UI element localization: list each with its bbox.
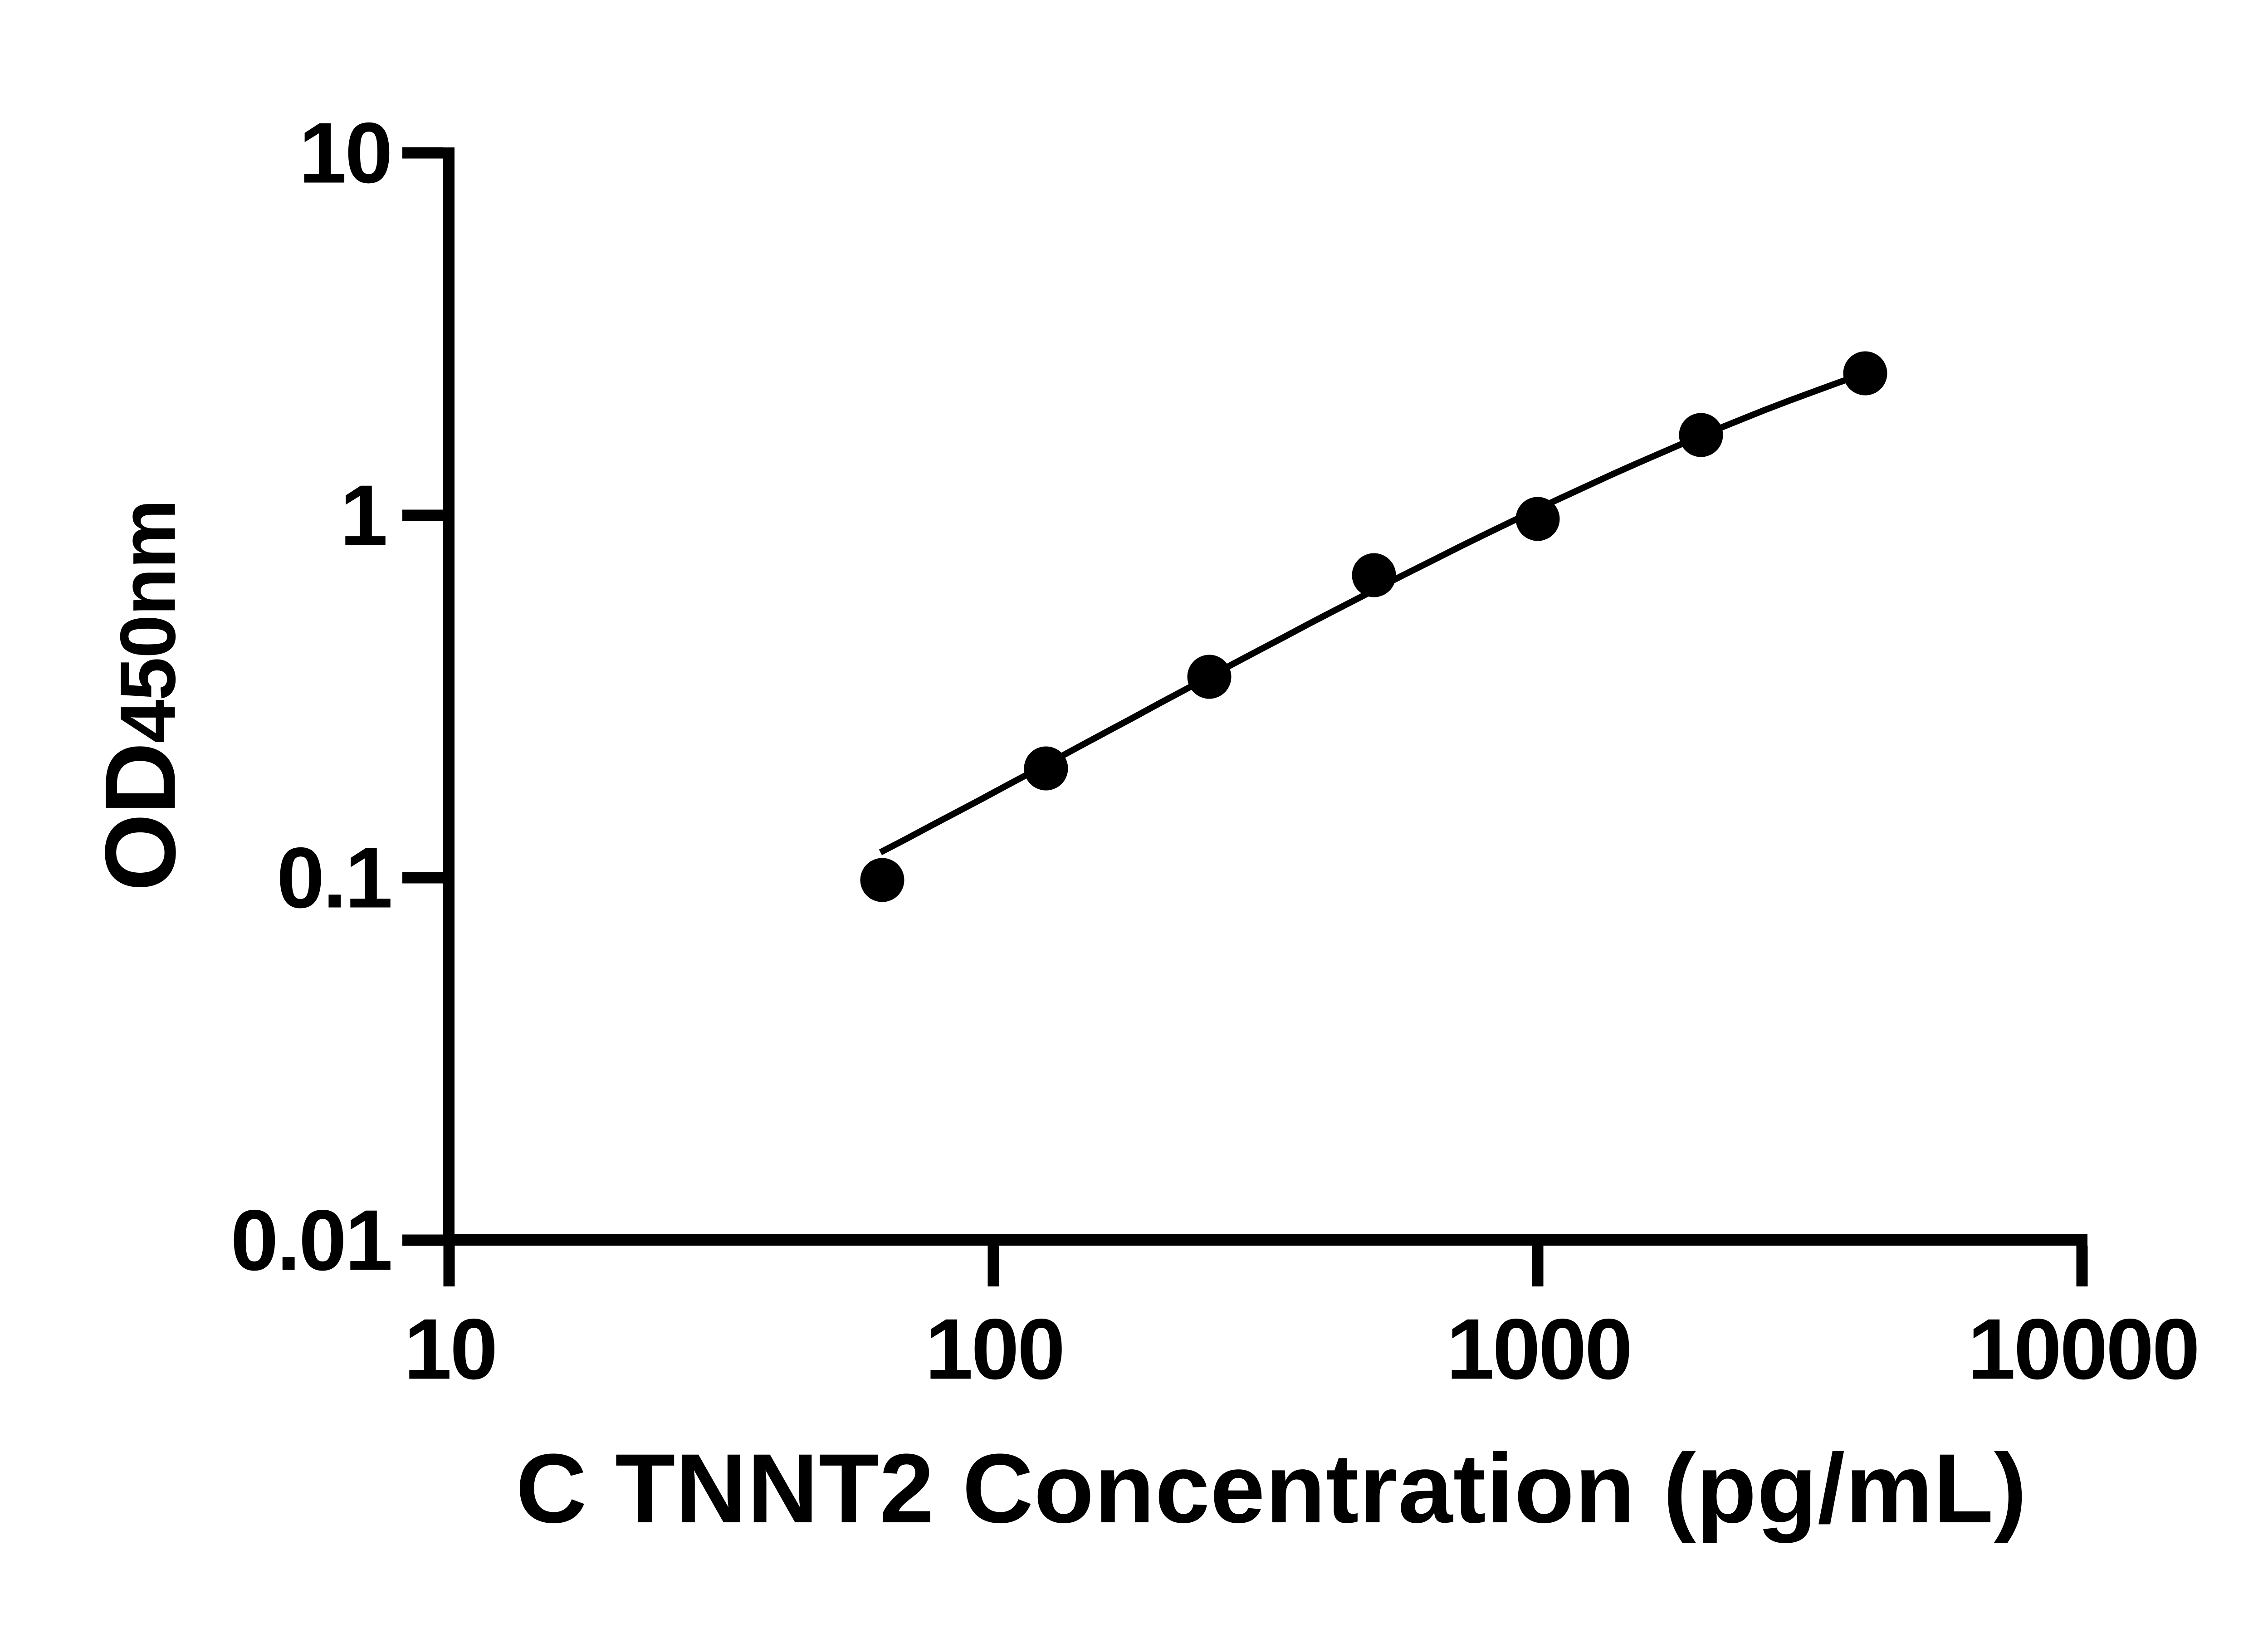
svg-text:0.1: 0.1	[277, 830, 391, 926]
svg-text:10: 10	[404, 1301, 496, 1398]
svg-text:1: 1	[340, 468, 386, 564]
svg-text:1000: 1000	[1447, 1301, 1631, 1398]
svg-text:10000: 10000	[1968, 1301, 2198, 1398]
svg-text:C TNNT2 Concentration (pg/mL): C TNNT2 Concentration (pg/mL)	[516, 1433, 2027, 1543]
svg-text:10: 10	[299, 105, 391, 201]
svg-text:100: 100	[925, 1301, 1063, 1398]
svg-text:OD450nm: OD450nm	[84, 500, 196, 891]
svg-text:0.01: 0.01	[230, 1193, 391, 1289]
